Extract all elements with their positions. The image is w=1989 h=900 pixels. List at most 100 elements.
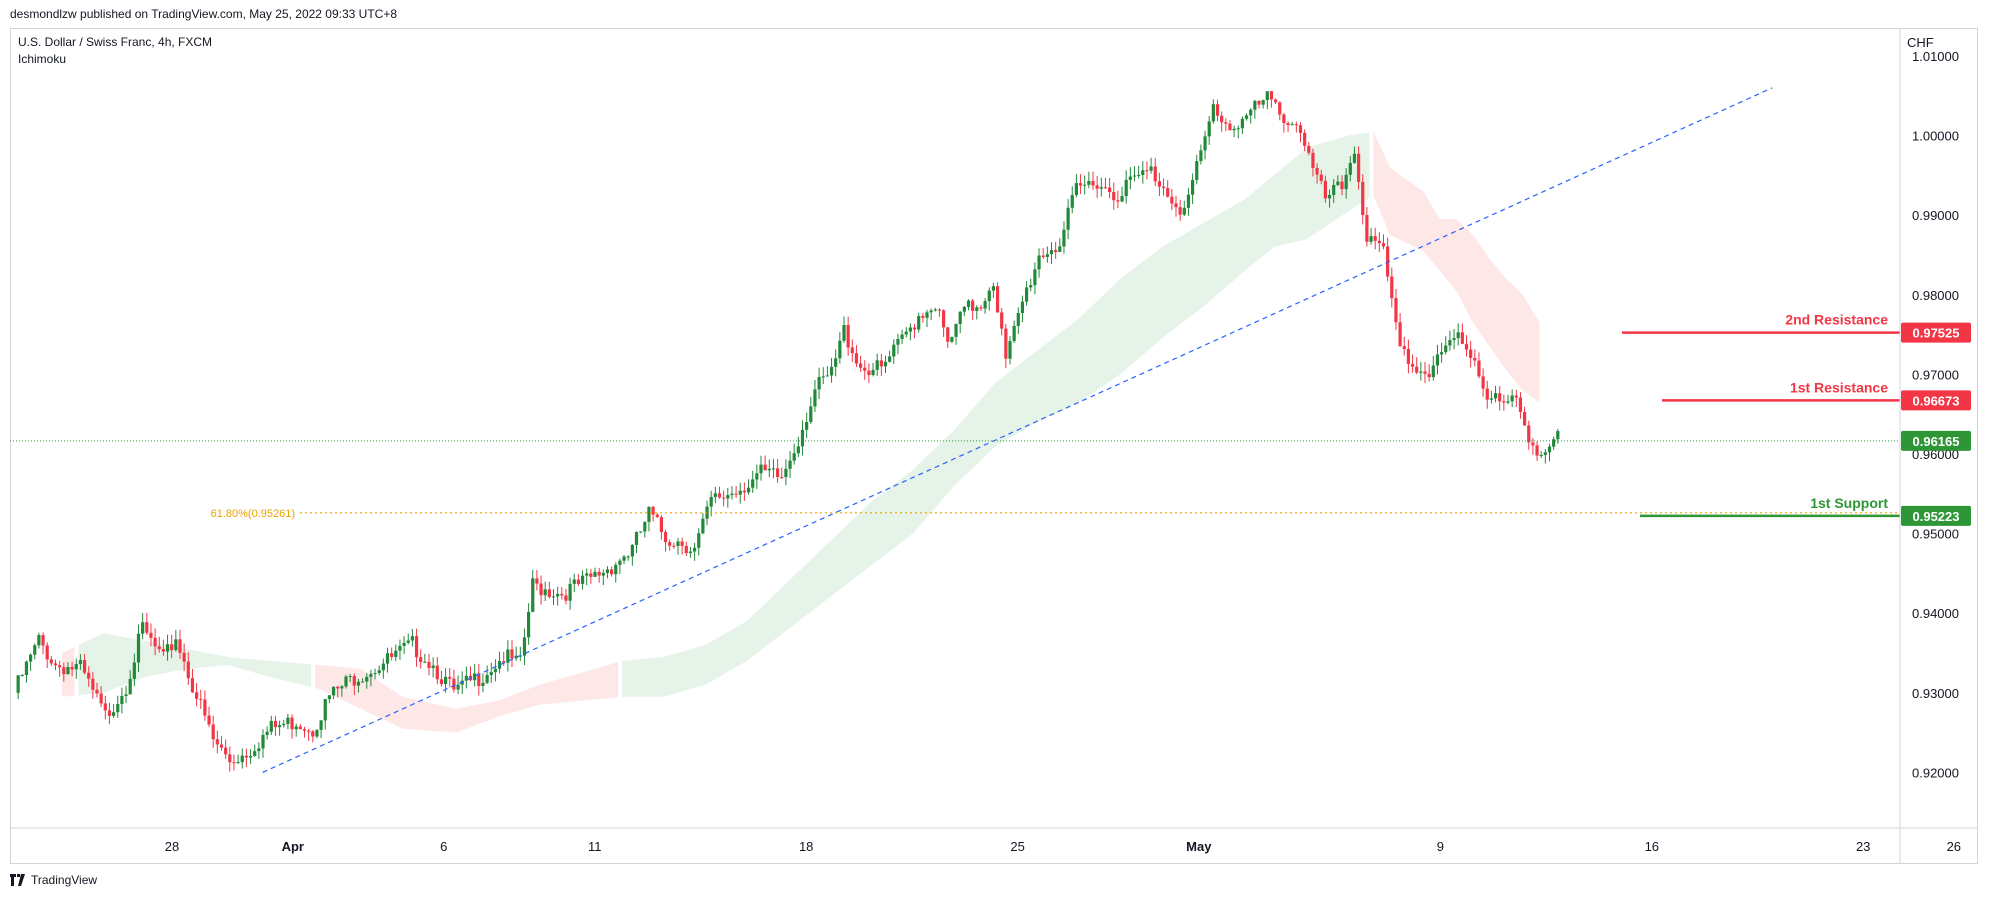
candle-body bbox=[1502, 401, 1506, 403]
candle-body bbox=[340, 686, 344, 689]
candle-body bbox=[946, 327, 950, 342]
candle-body bbox=[1000, 312, 1004, 329]
candle-body bbox=[493, 668, 497, 673]
candle-body bbox=[369, 673, 373, 677]
candle-body bbox=[726, 495, 730, 499]
candle-body bbox=[444, 676, 448, 685]
candle-body bbox=[805, 422, 809, 430]
candle-body bbox=[365, 676, 369, 682]
candle-body bbox=[659, 517, 663, 533]
candle-body bbox=[1423, 371, 1427, 374]
level-label: 2nd Resistance bbox=[1785, 312, 1888, 328]
candle-body bbox=[182, 652, 186, 662]
candle-body bbox=[45, 645, 49, 660]
candle-body bbox=[693, 547, 697, 552]
candle-body bbox=[331, 686, 336, 696]
candle-body bbox=[1091, 181, 1095, 186]
candle-body bbox=[1207, 121, 1211, 137]
candle-body bbox=[796, 446, 800, 454]
candle-body bbox=[1460, 332, 1464, 344]
level-price-text: 0.95223 bbox=[1913, 509, 1960, 524]
candle-body bbox=[1361, 181, 1365, 216]
level-price-tag bbox=[1901, 505, 1971, 526]
candle-body bbox=[390, 653, 394, 657]
candle-body bbox=[610, 569, 614, 575]
candle-body bbox=[319, 720, 323, 730]
candle-body bbox=[1357, 153, 1361, 182]
candle-body bbox=[373, 673, 377, 675]
trend-line bbox=[262, 87, 1773, 773]
candle-body bbox=[215, 739, 219, 745]
x-tick-label: 28 bbox=[165, 839, 179, 854]
candle-body bbox=[842, 325, 846, 341]
candle-body bbox=[879, 360, 883, 367]
candle-body bbox=[1215, 104, 1220, 116]
candle-body bbox=[286, 717, 290, 724]
indicator-label[interactable]: Ichimoku bbox=[18, 52, 67, 66]
candle-body bbox=[1473, 357, 1477, 361]
candle-body bbox=[912, 327, 917, 330]
candle-body bbox=[20, 675, 24, 677]
candle-body bbox=[1547, 446, 1552, 453]
candle-body bbox=[1257, 100, 1261, 105]
candle-body bbox=[746, 487, 751, 493]
candle-body bbox=[1016, 312, 1020, 326]
candle-body bbox=[1440, 352, 1444, 355]
x-tick-label: Apr bbox=[282, 839, 304, 854]
candle-body bbox=[1049, 250, 1054, 255]
candle-body bbox=[207, 715, 211, 725]
candle-body bbox=[1141, 170, 1145, 175]
candle-body bbox=[688, 551, 693, 554]
candle-body bbox=[24, 661, 29, 676]
candle-body bbox=[1535, 445, 1539, 456]
candle-body bbox=[1112, 192, 1116, 201]
fib-label: 61.80%(0.95261) bbox=[211, 508, 295, 520]
candle-body bbox=[1095, 185, 1099, 189]
candle-body bbox=[53, 663, 58, 666]
candle-body bbox=[871, 369, 875, 376]
candle-body bbox=[655, 514, 659, 518]
candle-body bbox=[502, 661, 506, 663]
footer-brand[interactable]: TradingView bbox=[10, 873, 97, 887]
candle-body bbox=[165, 644, 170, 652]
chart-legend[interactable]: U.S. Dollar / Swiss Franc, 4h, FXCM Ichi… bbox=[18, 34, 212, 68]
candle-body bbox=[232, 762, 236, 764]
candle-body bbox=[66, 666, 70, 675]
candle-body bbox=[900, 334, 904, 339]
candle-body bbox=[979, 307, 983, 309]
candle-body bbox=[99, 693, 103, 704]
candle-body bbox=[1543, 452, 1547, 455]
candle-body bbox=[1120, 196, 1124, 202]
candle-body bbox=[253, 751, 257, 756]
candle-body bbox=[1527, 425, 1531, 443]
candle-body bbox=[713, 493, 717, 497]
candle-body bbox=[290, 717, 294, 730]
candle-body bbox=[315, 729, 319, 737]
candle-body bbox=[622, 556, 626, 561]
candle-body bbox=[1161, 186, 1166, 189]
candle-body bbox=[838, 340, 842, 359]
candle-body bbox=[1489, 398, 1493, 400]
candle-body bbox=[1157, 181, 1161, 187]
candle-body bbox=[257, 748, 261, 752]
candle-body bbox=[1419, 371, 1423, 373]
candle-body bbox=[174, 639, 178, 651]
candle-body bbox=[427, 661, 431, 668]
candle-body bbox=[987, 290, 991, 302]
candle-body bbox=[1415, 366, 1419, 373]
chart-frame[interactable] bbox=[10, 28, 1978, 864]
candle-body bbox=[464, 675, 468, 681]
candle-body bbox=[203, 699, 207, 716]
candle-body bbox=[568, 583, 572, 601]
candle-body bbox=[825, 375, 829, 377]
candle-body bbox=[95, 689, 99, 694]
candle-body bbox=[589, 573, 593, 577]
candle-body bbox=[62, 667, 66, 675]
publish-info: desmondlzw published on TradingView.com,… bbox=[0, 0, 1989, 28]
candle-body bbox=[224, 747, 228, 755]
candle-body bbox=[1402, 346, 1406, 349]
candle-body bbox=[614, 564, 618, 575]
last-price-tag bbox=[1901, 430, 1971, 451]
